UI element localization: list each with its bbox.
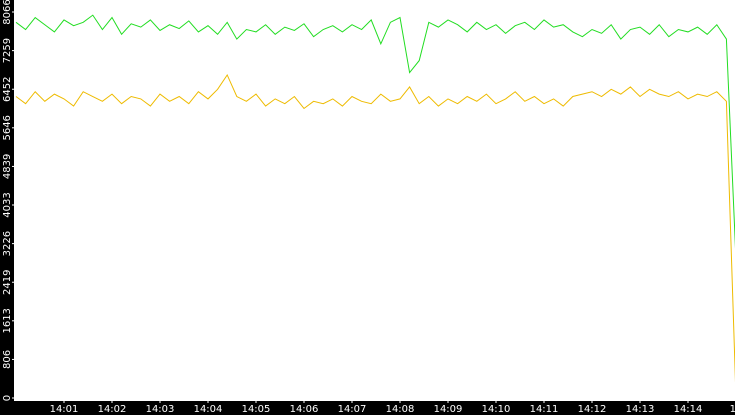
plot-area bbox=[15, 14, 735, 383]
y-tick-label: 3226 bbox=[2, 231, 13, 256]
y-tick-label: 5646 bbox=[2, 115, 13, 140]
series-line bbox=[15, 73, 735, 383]
series-line bbox=[15, 14, 735, 249]
x-tick-label: 14:05 bbox=[242, 404, 271, 415]
y-tick-label: 4033 bbox=[2, 192, 13, 217]
y-tick-label: 6452 bbox=[2, 77, 13, 102]
y-tick-label: 806 bbox=[2, 350, 13, 369]
y-tick-label: 8066 bbox=[2, 0, 13, 25]
x-tick-label: 14:13 bbox=[626, 404, 655, 415]
x-tick-label: 14:01 bbox=[50, 404, 79, 415]
y-tick-label: 0 bbox=[2, 395, 13, 401]
y-tick-label: 1613 bbox=[2, 308, 13, 333]
x-tick-label: 14:02 bbox=[98, 404, 127, 415]
x-tick-label: 14:11 bbox=[530, 404, 559, 415]
y-tick-label: 4839 bbox=[2, 154, 13, 179]
x-tick-label: 14 bbox=[730, 404, 735, 415]
x-tick-label: 14:06 bbox=[290, 404, 319, 415]
y-tick-label: 2419 bbox=[2, 270, 13, 295]
x-tick-label: 14:10 bbox=[482, 404, 511, 415]
x-axis-bar bbox=[0, 401, 735, 415]
x-tick-label: 14:03 bbox=[146, 404, 175, 415]
x-tick-label: 14:12 bbox=[578, 404, 607, 415]
x-tick-label: 14:07 bbox=[338, 404, 367, 415]
y-tick-label: 7259 bbox=[2, 38, 13, 63]
x-tick-label: 14:04 bbox=[194, 404, 223, 415]
x-tick-label: 14:14 bbox=[674, 404, 703, 415]
x-tick-label: 14:09 bbox=[434, 404, 463, 415]
y-axis-bar bbox=[0, 0, 14, 415]
x-tick-label: 14:08 bbox=[386, 404, 415, 415]
